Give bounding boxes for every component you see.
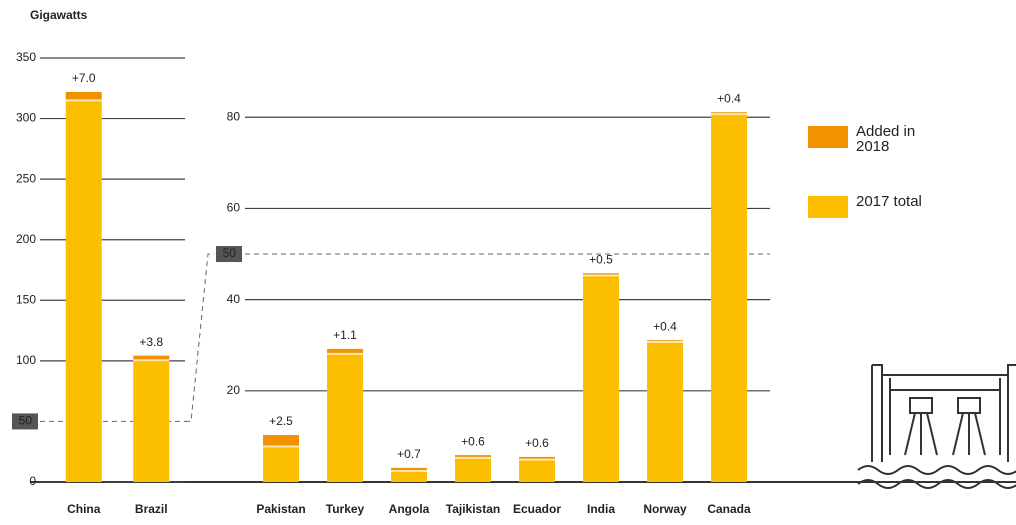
legend-swatch xyxy=(808,126,848,148)
x-tick-label: India xyxy=(587,502,615,516)
y-tick-label: 50 xyxy=(19,414,33,428)
y-tick-label: 350 xyxy=(16,50,36,64)
legend-label: 2017 total xyxy=(856,194,956,209)
legend-label: Added in 2018 xyxy=(856,124,918,154)
x-tick-label: Angola xyxy=(389,502,430,516)
bar-segment xyxy=(263,435,299,446)
page: Gigawatts 0 50 100 150 200 250 300 350 +7.0 China… xyxy=(0,0,1016,525)
bar-segment xyxy=(455,458,491,482)
bar-segment xyxy=(519,460,555,482)
value-label: +0.4 xyxy=(717,91,741,105)
chart: Gigawatts 0 50 100 150 200 250 300 350 +7.0 China… xyxy=(0,0,1016,525)
y-tick-label: 100 xyxy=(16,353,36,367)
y-tick-label: 40 xyxy=(227,292,241,306)
bar-segment xyxy=(66,92,102,100)
value-label: +0.7 xyxy=(397,447,421,461)
dam-icon xyxy=(858,365,1016,488)
x-tick-label: Tajikistan xyxy=(446,502,500,516)
x-tick-label: Pakistan xyxy=(256,502,305,516)
bar-segment xyxy=(66,100,102,482)
y-tick-label: 150 xyxy=(16,292,36,306)
legend-swatch xyxy=(808,196,848,218)
y-tick-label: 60 xyxy=(227,201,241,215)
break-connector xyxy=(185,254,214,421)
value-label: +7.0 xyxy=(72,71,96,85)
x-tick-label: Ecuador xyxy=(513,502,561,516)
value-label: +3.8 xyxy=(139,335,163,349)
y-tick-label: 50 xyxy=(223,246,237,260)
value-label: +2.5 xyxy=(269,414,293,428)
value-label: +0.6 xyxy=(525,436,549,450)
bar-segment xyxy=(711,114,747,482)
x-tick-label: Turkey xyxy=(326,502,365,516)
x-tick-label: Norway xyxy=(643,502,687,516)
bar-segment xyxy=(391,471,427,482)
bar-segment xyxy=(327,354,363,482)
bar-segment xyxy=(647,342,683,482)
x-tick-label: Brazil xyxy=(135,502,168,516)
y-tick-label: 0 xyxy=(29,474,36,488)
y-tick-label: 300 xyxy=(16,111,36,125)
value-label: +0.5 xyxy=(589,252,613,266)
y-tick-label: 20 xyxy=(227,383,241,397)
value-label: +0.4 xyxy=(653,319,677,333)
value-label: +0.6 xyxy=(461,434,485,448)
y-axis-label: Gigawatts xyxy=(30,8,88,22)
bar-segment xyxy=(263,446,299,482)
y-tick-label: 250 xyxy=(16,171,36,185)
x-tick-label: Canada xyxy=(707,502,751,516)
y-tick-label: 200 xyxy=(16,232,36,246)
bar-segment xyxy=(133,360,169,482)
value-label: +1.1 xyxy=(333,328,357,342)
x-tick-label: China xyxy=(67,502,101,516)
bar-segment xyxy=(583,275,619,482)
y-tick-label: 80 xyxy=(227,109,241,123)
